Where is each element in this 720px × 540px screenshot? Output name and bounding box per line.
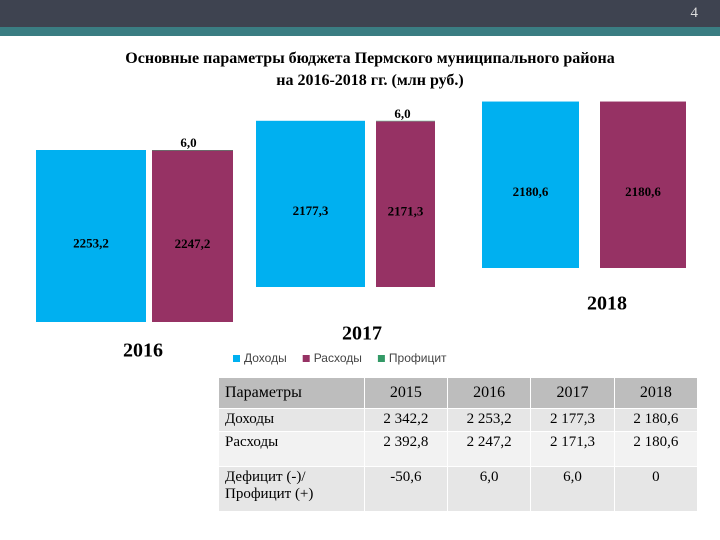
legend-label: Профицит: [389, 351, 447, 365]
bar: [482, 101, 579, 268]
table-row: Доходы 2 342,2 2 253,2 2 177,3 2 180,6: [218, 408, 699, 432]
data-label: 6,0: [394, 106, 410, 121]
legend-swatch: [302, 355, 310, 362]
table-cell: 2 180,6: [613, 408, 699, 432]
bar: [256, 120, 365, 288]
bar: [600, 101, 686, 268]
table-cell: 2015: [363, 377, 449, 409]
table-cell: 2016: [446, 377, 532, 409]
table-cell: -50,6: [363, 466, 449, 512]
table-cell: 0: [613, 466, 699, 512]
table-cell: 2 180,6: [613, 431, 699, 467]
top-line: [0, 27, 720, 36]
x-tick-label: 2018: [587, 293, 627, 315]
table-cell: Параметры: [218, 377, 365, 409]
legend-label: Доходы: [244, 351, 287, 365]
table-cell: 2 342,2: [363, 408, 449, 432]
table-cell: Расходы: [218, 431, 365, 467]
legend-label: Расходы: [314, 351, 362, 365]
table-cell: Дефицит (-)/ Профицит (+): [218, 466, 365, 512]
table-cell: 2 177,3: [530, 408, 615, 432]
bar: [152, 150, 233, 322]
x-tick-label: 2016: [123, 340, 163, 362]
data-label: 2253,2: [73, 236, 109, 251]
table-row: Расходы 2 392,8 2 247,2 2 171,3 2 180,6: [218, 431, 699, 467]
data-label: 2247,2: [175, 236, 211, 251]
table-cell: 6,0: [530, 466, 615, 512]
table-cell: 2 392,8: [363, 431, 449, 467]
table-row: Параметры 2015 2016 2017 2018: [218, 377, 699, 409]
table-cell: 6,0: [446, 466, 532, 512]
slide-number: 4: [690, 5, 699, 21]
legend-swatch: [233, 355, 240, 362]
data-label: 6,0: [180, 135, 196, 150]
data-table: Параметры 2015 2016 2017 2018 Доходы 2 342,2 2 …: [218, 377, 699, 512]
data-label: 2180,6: [625, 184, 661, 199]
table-cell: 2018: [613, 377, 699, 409]
table-cell: Доходы: [218, 408, 365, 432]
table-cell: 2 247,2: [446, 431, 532, 467]
chart-title: Основные параметры бюджета Пермского мун…: [125, 50, 615, 89]
top-bar: [0, 0, 720, 27]
data-label: 2180,6: [513, 184, 549, 199]
table-row: Дефицит (-)/ Профицит (+) -50,6 6,0 6,0 0: [218, 466, 699, 512]
data-label: 2171,3: [388, 203, 424, 218]
legend-swatch: [377, 355, 385, 362]
table-cell: 2017: [530, 377, 615, 409]
bar: [376, 121, 435, 287]
table-cell: 2 253,2: [446, 408, 532, 432]
table-cell: 2 171,3: [530, 431, 615, 467]
data-label: 2177,3: [293, 203, 329, 218]
bar: [36, 150, 146, 322]
x-tick-label: 2017: [342, 323, 382, 345]
